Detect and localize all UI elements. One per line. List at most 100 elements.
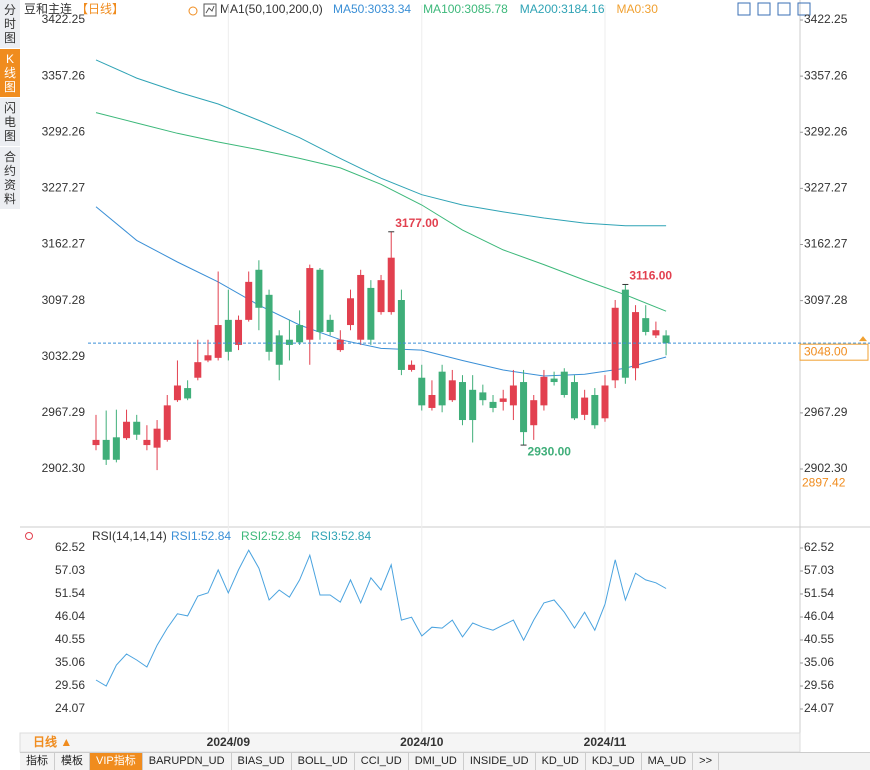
candle-body [214, 325, 222, 358]
y-tick-label: 24.07 [55, 701, 85, 715]
candle-body [102, 439, 110, 460]
candle-body [357, 274, 365, 340]
y-tick-label-right: 3422.25 [804, 12, 848, 26]
candle-body [499, 398, 507, 402]
indicator-legend: MA50:3033.34 [333, 2, 411, 16]
candle-body [601, 385, 609, 419]
candle-body [194, 362, 202, 378]
y-tick-label-right: 3357.26 [804, 68, 848, 82]
y-tick-label-right: 57.03 [804, 563, 834, 577]
candle-body [265, 294, 273, 352]
candle-body [133, 421, 141, 435]
window-icon[interactable] [737, 2, 751, 16]
toolbar-item[interactable]: CCI_UD [355, 753, 409, 770]
rsi-line [95, 549, 667, 687]
candle-body [397, 300, 405, 370]
candle-body [245, 281, 253, 320]
indicator-icon-line [205, 5, 215, 14]
y-tick-label: 3097.28 [42, 293, 86, 307]
y-tick-label: 3422.25 [42, 12, 86, 26]
toolbar-item[interactable]: VIP指标 [90, 753, 143, 770]
toolbar-item[interactable]: BOLL_UD [292, 753, 355, 770]
candle-body [469, 389, 477, 421]
y-tick-label: 3162.27 [42, 237, 86, 251]
candle-body [652, 330, 660, 336]
sidebar-tab[interactable]: K线图 [0, 49, 20, 97]
period-tab[interactable]: 日线 ▲ [33, 734, 72, 749]
rsi-title: RSI(14,14,14) [92, 529, 167, 543]
candle-body [530, 400, 538, 426]
candle-body [173, 385, 181, 401]
toolbar-item[interactable]: DMI_UD [409, 753, 464, 770]
candle-body [285, 339, 293, 345]
y-tick-label: 40.55 [55, 632, 85, 646]
window-icon[interactable] [757, 2, 771, 16]
candle-body [479, 392, 487, 401]
candle-body [662, 335, 670, 344]
candle-body [123, 421, 131, 439]
candle-body [296, 325, 304, 343]
rsi-legend: RSI1:52.84 [171, 529, 231, 543]
candle-body [336, 339, 344, 351]
last-price-arrow [859, 336, 867, 342]
indicator-icon[interactable] [203, 3, 217, 17]
indicator-legend: MA100:3085.78 [423, 2, 508, 16]
y-tick-label-right: 51.54 [804, 586, 834, 600]
y-tick-label-right: 29.56 [804, 678, 834, 692]
candle-body [112, 437, 120, 460]
sidebar-tab[interactable]: 合约资料 [0, 147, 20, 209]
y-tick-label: 35.06 [55, 655, 85, 669]
candle-body [438, 371, 446, 406]
candle-body [428, 394, 436, 408]
y-tick-label-right: 2902.30 [804, 461, 848, 475]
candle-body [387, 257, 395, 313]
sidebar-tab[interactable]: 闪电图 [0, 98, 20, 146]
y-tick-label: 29.56 [55, 678, 85, 692]
candle-body [418, 377, 426, 406]
y-tick-label-right: 3162.27 [804, 237, 848, 251]
candle-body [591, 394, 599, 426]
settings-icon[interactable] [188, 6, 198, 16]
toolbar-item[interactable]: >> [693, 753, 720, 770]
candle-body [326, 319, 334, 332]
toolbar-item[interactable]: KDJ_UD [586, 753, 642, 770]
candle-body [347, 298, 354, 326]
candle-body [306, 268, 314, 340]
candle-body [560, 371, 568, 395]
y-tick-label-right: 3227.27 [804, 181, 848, 195]
candle-body [408, 364, 416, 370]
toolbar-item[interactable]: BIAS_UD [232, 753, 292, 770]
toolbar-item[interactable]: 指标 [20, 753, 55, 770]
y-tick-label: 62.52 [55, 540, 85, 554]
y-tick-label-right: 3292.26 [804, 124, 848, 138]
annotation-label: 2930.00 [528, 444, 572, 458]
ma-line [95, 59, 667, 227]
candle-body [143, 439, 151, 446]
candle-body [540, 376, 548, 406]
toolbar-item[interactable]: INSIDE_UD [464, 753, 536, 770]
window-icon[interactable] [777, 2, 791, 16]
candle-body [153, 428, 161, 448]
toolbar-item[interactable]: 模板 [55, 753, 90, 770]
toolbar-item[interactable]: KD_UD [536, 753, 586, 770]
indicator-legend: MA200:3184.16 [520, 2, 605, 16]
sidebar-tab[interactable]: 分时图 [0, 0, 20, 48]
y-tick-label: 51.54 [55, 586, 85, 600]
toolbar-item[interactable]: BARUPDN_UD [143, 753, 232, 770]
candle-body [92, 439, 100, 446]
window-icon[interactable] [797, 2, 811, 16]
annotation-label: 3177.00 [395, 216, 439, 230]
toolbar-item[interactable]: MA_UD [642, 753, 694, 770]
y-tick-label: 2967.29 [42, 405, 86, 419]
candle-body [377, 280, 385, 313]
candle-body [235, 319, 243, 345]
candle-body [255, 269, 263, 308]
rsi-icon[interactable] [25, 532, 33, 540]
candle-body [163, 405, 171, 440]
indicator-title: MA1(50,100,200,0) [220, 2, 323, 16]
candle-body [570, 382, 578, 419]
candle-body [458, 382, 466, 421]
y-tick-label: 46.04 [55, 609, 85, 623]
period-label[interactable]: 【日线】 [76, 2, 124, 16]
